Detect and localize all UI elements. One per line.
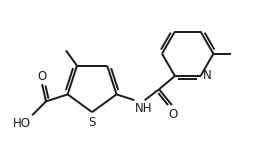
Text: HO: HO bbox=[13, 117, 31, 130]
Text: O: O bbox=[168, 108, 178, 121]
Text: S: S bbox=[88, 116, 96, 129]
Text: N: N bbox=[202, 69, 211, 82]
Text: NH: NH bbox=[135, 102, 153, 115]
Text: O: O bbox=[38, 70, 47, 83]
